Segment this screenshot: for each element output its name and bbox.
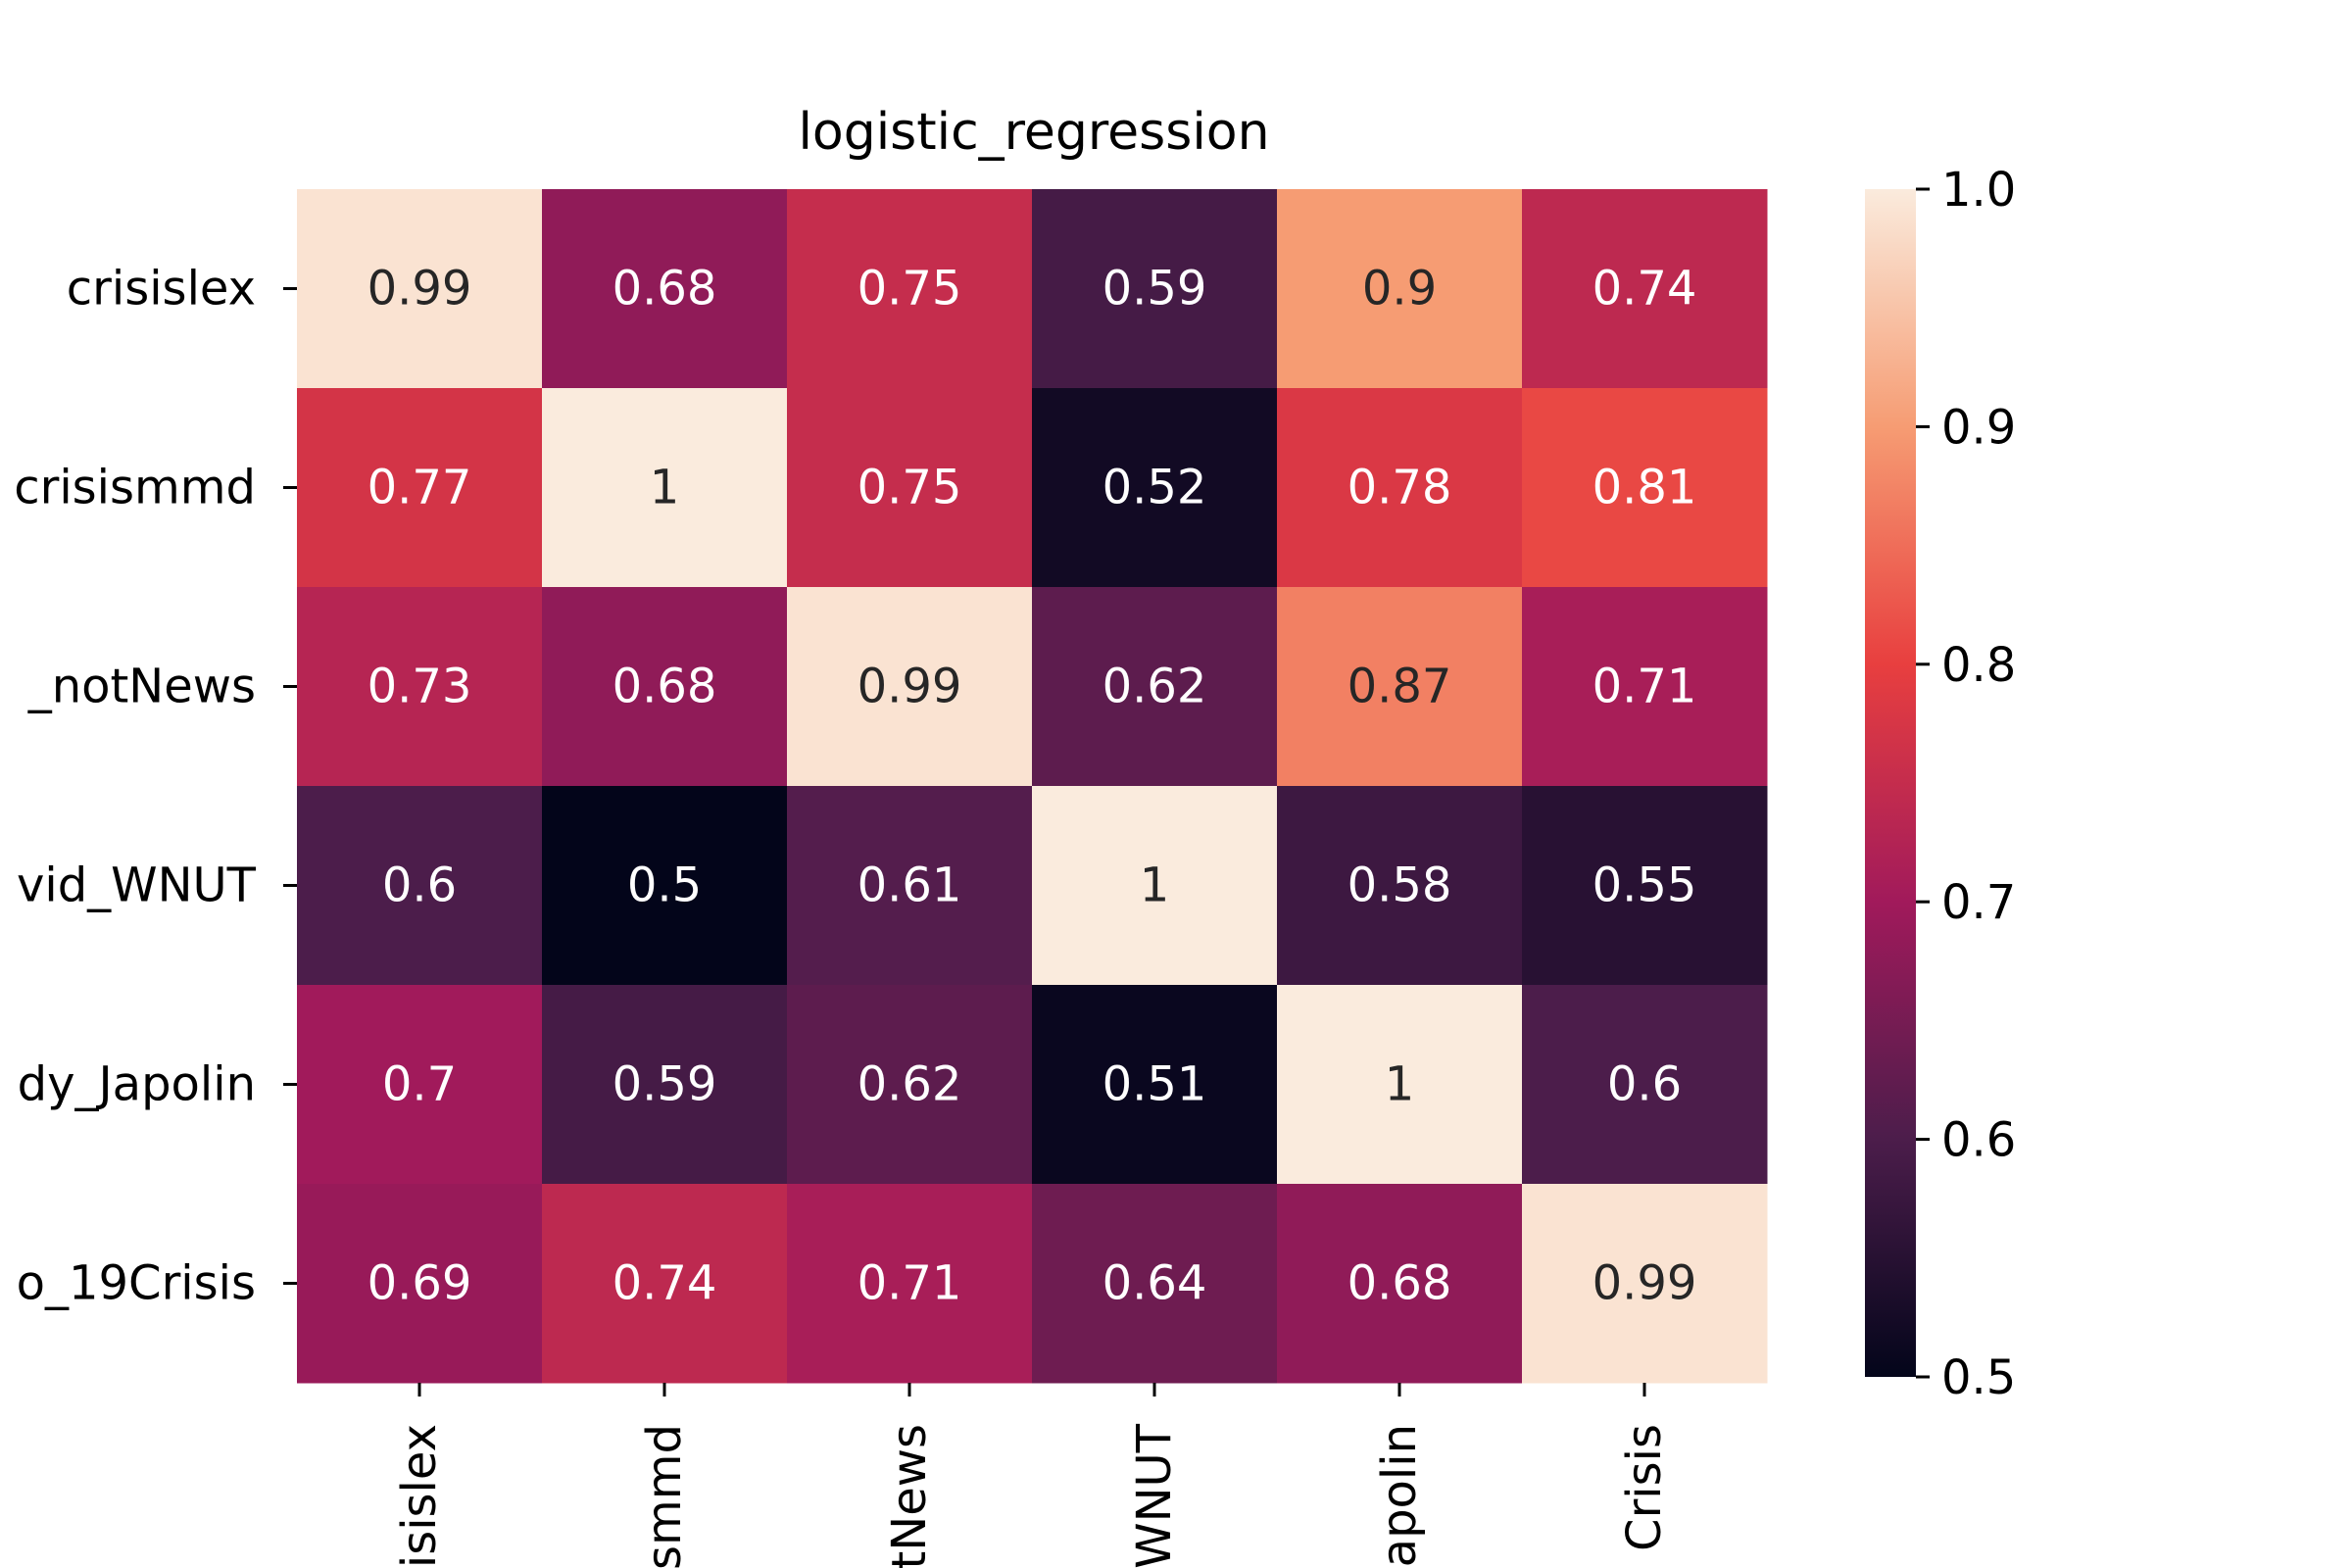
- row-labels: crisislex crisismmd _notNews vid_WNUT dy_Jap…: [14, 262, 297, 1311]
- column-label: isislex: [392, 1424, 447, 1568]
- heatmap-cells: 0.99 0.68 0.75 0.59 0.9 0.74 0.77 1 0.75 0.52 0.78…: [297, 189, 1768, 1384]
- cell-value-label: 0.99: [368, 262, 472, 317]
- heatmap-cell: [787, 985, 1033, 1185]
- colorbar-tick-label: 0.7: [1941, 875, 2016, 930]
- cell-value-label: 0.59: [612, 1057, 717, 1112]
- column-labels: isislex smmd tNews WNUT apolin Crisis: [392, 1383, 1672, 1568]
- column-label: tNews: [882, 1424, 937, 1568]
- cell-value-label: 0.68: [612, 660, 717, 714]
- colorbar-tick-label: 0.5: [1941, 1350, 2016, 1405]
- row-label: dy_Japolin: [18, 1057, 256, 1112]
- chart-title: logistic_regression: [798, 103, 1269, 162]
- heatmap-cell: [542, 985, 788, 1185]
- heatmap-cell: [1032, 786, 1278, 986]
- row-label: o_19Crisis: [17, 1256, 256, 1311]
- cell-value-label: 0.75: [858, 262, 962, 317]
- heatmap-cell: [542, 388, 788, 588]
- column-label: Crisis: [1617, 1424, 1672, 1551]
- cell-value-label: 0.64: [1102, 1256, 1207, 1311]
- cell-value-label: 0.9: [1362, 262, 1437, 317]
- cell-value-label: 0.74: [612, 1256, 717, 1311]
- colorbar-tick-label: 1.0: [1941, 163, 2016, 218]
- heatmap-cell: [297, 189, 543, 389]
- heatmap-cell: [542, 786, 788, 986]
- cell-value-label: 0.69: [368, 1256, 472, 1311]
- heatmap-cell: [1277, 1184, 1523, 1384]
- row-label: crisislex: [67, 262, 256, 317]
- cell-value-label: 0.78: [1348, 461, 1452, 515]
- colorbar-ticks: 0.5 0.6 0.7 0.8 0.9 1.0: [1916, 163, 2016, 1405]
- colorbar-tick-label: 0.9: [1941, 400, 2016, 455]
- cell-value-label: 0.74: [1592, 262, 1697, 317]
- colorbar-tick-label: 0.8: [1941, 638, 2016, 693]
- row-label: _notNews: [27, 660, 256, 714]
- cell-value-label: 0.62: [1102, 660, 1207, 714]
- cell-value-label: 0.68: [612, 262, 717, 317]
- cell-value-label: 0.62: [858, 1057, 962, 1112]
- cell-value-label: 0.61: [858, 858, 962, 913]
- heatmap-cell: [1277, 985, 1523, 1185]
- heatmap-cell: [1032, 985, 1278, 1185]
- cell-value-label: 1: [650, 461, 680, 515]
- cell-value-label: 1: [1385, 1057, 1415, 1112]
- cell-value-label: 0.81: [1592, 461, 1697, 515]
- cell-value-label: 0.55: [1592, 858, 1697, 913]
- cell-value-label: 0.6: [1607, 1057, 1682, 1112]
- heatmap-cell: [1522, 985, 1768, 1185]
- heatmap-cell: [542, 1184, 788, 1384]
- heatmap-cell: [1522, 189, 1768, 389]
- heatmap-cell: [297, 786, 543, 986]
- cell-value-label: 0.52: [1102, 461, 1207, 515]
- heatmap-cell: [787, 587, 1033, 787]
- cell-value-label: 0.71: [1592, 660, 1697, 714]
- heatmap-cell: [1277, 786, 1523, 986]
- cell-value-label: 0.99: [858, 660, 962, 714]
- colorbar-gradient: [1865, 189, 1916, 1377]
- heatmap-cell: [787, 1184, 1033, 1384]
- cell-value-label: 0.7: [382, 1057, 457, 1112]
- heatmap-cell: [297, 587, 543, 787]
- heatmap-cell: [542, 189, 788, 389]
- column-label: smmd: [637, 1424, 692, 1568]
- heatmap-cell: [787, 786, 1033, 986]
- heatmap-cell: [1032, 189, 1278, 389]
- row-label: vid_WNUT: [17, 858, 257, 913]
- heatmap-cell: [1277, 189, 1523, 389]
- heatmap-cell: [1522, 388, 1768, 588]
- column-label: apolin: [1372, 1424, 1427, 1567]
- cell-value-label: 0.71: [858, 1256, 962, 1311]
- cell-value-label: 0.6: [382, 858, 457, 913]
- heatmap-cell: [542, 587, 788, 787]
- cell-value-label: 0.99: [1592, 1256, 1697, 1311]
- heatmap-cell: [1277, 388, 1523, 588]
- cell-value-label: 0.5: [627, 858, 702, 913]
- heatmap-cell: [1277, 587, 1523, 787]
- heatmap-cell: [787, 388, 1033, 588]
- cell-value-label: 0.58: [1348, 858, 1452, 913]
- colorbar: 0.5 0.6 0.7 0.8 0.9 1.0: [1865, 163, 2016, 1405]
- column-label: WNUT: [1127, 1423, 1182, 1568]
- colorbar-tick-label: 0.6: [1941, 1113, 2016, 1168]
- row-label: crisismmd: [14, 461, 256, 515]
- heatmap-cell: [1522, 786, 1768, 986]
- cell-value-label: 0.68: [1348, 1256, 1452, 1311]
- heatmap-cell: [1032, 388, 1278, 588]
- cell-value-label: 0.77: [368, 461, 472, 515]
- cell-value-label: 0.59: [1102, 262, 1207, 317]
- heatmap-cell: [297, 985, 543, 1185]
- cell-value-label: 1: [1140, 858, 1170, 913]
- cell-value-label: 0.87: [1348, 660, 1452, 714]
- heatmap-cell: [297, 1184, 543, 1384]
- cell-value-label: 0.73: [368, 660, 472, 714]
- heatmap-cell: [297, 388, 543, 588]
- cell-value-label: 0.75: [858, 461, 962, 515]
- heatmap-cell: [1032, 1184, 1278, 1384]
- heatmap-cell: [1522, 587, 1768, 787]
- cell-value-label: 0.51: [1102, 1057, 1207, 1112]
- heatmap-cell: [1032, 587, 1278, 787]
- heatmap-cell: [1522, 1184, 1768, 1384]
- heatmap-cell: [787, 189, 1033, 389]
